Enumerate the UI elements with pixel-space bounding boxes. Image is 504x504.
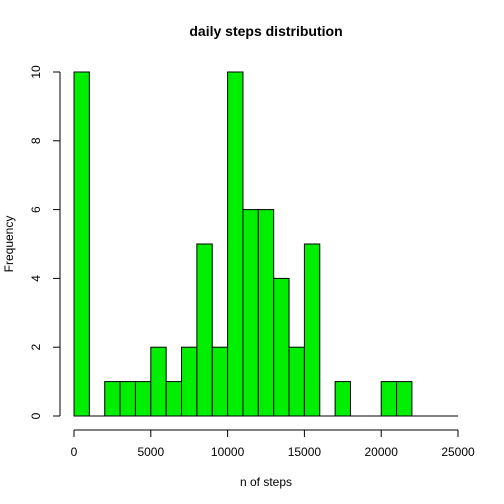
histogram-bar — [380, 381, 398, 417]
y-tick-label: 6 — [29, 206, 43, 213]
x-tick-label: 25000 — [441, 445, 475, 459]
histogram-bar — [211, 346, 229, 417]
y-tick-label: 0 — [29, 412, 43, 419]
histogram-bar — [73, 71, 90, 417]
y-axis-label: Frequency — [2, 216, 16, 273]
histogram-bar — [227, 71, 244, 417]
histogram-bar — [273, 277, 290, 417]
y-tick-label: 8 — [29, 137, 43, 144]
y-tick-label: 4 — [29, 275, 43, 282]
histogram-bar — [165, 381, 183, 417]
histogram-bar — [150, 346, 167, 417]
bars-group — [73, 71, 458, 417]
y-tick-label: 10 — [29, 65, 43, 79]
x-tick-label: 5000 — [137, 445, 164, 459]
chart-title: daily steps distribution — [189, 23, 342, 39]
histogram-bar — [196, 243, 213, 417]
x-tick-label: 15000 — [288, 445, 322, 459]
y-tick-label: 2 — [29, 344, 43, 351]
histogram-bar — [334, 381, 351, 417]
histogram-bar — [119, 381, 136, 417]
y-axis: 0 2 4 6 8 10 — [29, 65, 61, 419]
histogram-bar — [303, 243, 321, 417]
histogram-bar — [134, 381, 152, 417]
x-tick-label: 10000 — [211, 445, 245, 459]
histogram-bar — [257, 209, 275, 417]
x-axis: 0 5000 10000 15000 20000 25000 — [71, 429, 475, 459]
x-axis-label: n of steps — [240, 475, 292, 489]
histogram-bar — [242, 209, 259, 417]
histogram-bar — [396, 381, 413, 417]
histogram-bar — [288, 346, 305, 417]
x-tick-label: 0 — [71, 445, 78, 459]
histogram-bar — [181, 346, 198, 417]
histogram-bar — [104, 381, 121, 417]
x-tick-label: 20000 — [365, 445, 399, 459]
